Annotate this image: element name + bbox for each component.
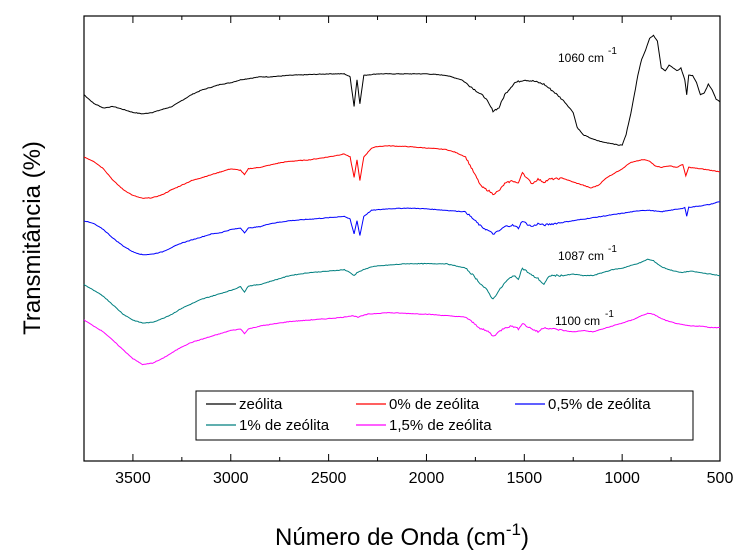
annotation-sup: -1 [608, 46, 617, 57]
legend-entries: zeólita 0% de zeólita 0,5% de zeólita 1% de… [206, 396, 651, 434]
x-tick-label: 3000 [213, 470, 249, 487]
x-axis-title-sup: -1 [506, 520, 521, 539]
x-axis-title-close: ) [521, 524, 529, 551]
x-tick-label: 1500 [507, 470, 543, 487]
x-axis-ticks: 3500 3000 2500 2000 1500 1000 500 [83, 16, 734, 487]
legend-label: 1,5% de zeólita [389, 417, 492, 434]
annotation-sup: -1 [605, 309, 614, 320]
x-axis-title-main: Número de Onda (cm [275, 524, 506, 551]
x-tick-label: 3500 [115, 470, 151, 487]
annotation-label: 1100 cm [555, 314, 600, 328]
x-tick-label: 1000 [604, 470, 640, 487]
series-line-1 [83, 145, 720, 199]
legend: zeólita 0% de zeólita 0,5% de zeólita 1% de… [195, 390, 694, 441]
legend-label: 0% de zeólita [389, 396, 480, 413]
annotation-layer: 1060 cm -1 1087 cm -1 1100 cm -1 [555, 46, 617, 328]
x-tick-label: 2000 [409, 470, 445, 487]
x-tick-label: 500 [707, 470, 734, 487]
x-axis-title: Número de Onda (cm-1) [275, 520, 529, 551]
annotation-label: 1087 cm [558, 249, 604, 263]
annotation-sup: -1 [608, 244, 617, 255]
annotation-label: 1060 cm [558, 51, 604, 65]
series-line-2 [83, 200, 721, 256]
x-tick-label: 2500 [311, 470, 347, 487]
series-line-0 [83, 34, 721, 146]
series-layer [83, 34, 721, 366]
series-line-3 [83, 258, 720, 324]
legend-label: 0,5% de zeólita [548, 396, 651, 413]
legend-label: zeólita [239, 396, 283, 413]
y-axis-title: Transmitância (%) [19, 141, 46, 335]
legend-box [195, 390, 694, 441]
plot-frame [83, 15, 721, 462]
legend-label: 1% de zeólita [239, 417, 330, 434]
series-line-4 [83, 312, 721, 366]
